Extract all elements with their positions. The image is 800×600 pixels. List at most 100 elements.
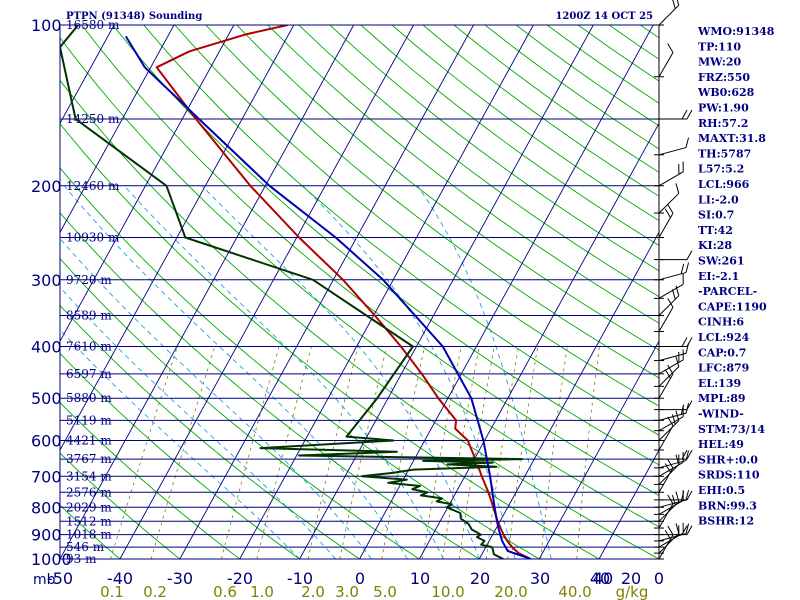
mixing-ratio-tick-label: 40.0: [558, 583, 591, 600]
wind-barb-feather: [686, 250, 693, 260]
wind-barb-feather: [664, 463, 671, 473]
wind-barb-feather: [678, 454, 680, 465]
temperature-tick-label: 20: [470, 569, 490, 588]
wind-barb-feather: [675, 183, 680, 194]
wind-barb-feather: [675, 356, 680, 367]
profile-series: [60, 25, 532, 559]
temperature-tick-label: -50: [47, 569, 73, 588]
wind-barb: [658, 525, 674, 560]
wind-barb-feather: [667, 43, 674, 53]
wind-barb-staff: [658, 499, 684, 515]
isotherm: [538, 340, 659, 559]
wind-barb-feather: [686, 400, 693, 410]
wind-barb-feather: [685, 137, 690, 148]
height-label: 4421 m: [66, 434, 112, 448]
wind-barb-feather: [685, 489, 690, 501]
index-value: MW:20: [698, 56, 741, 69]
height-label: 7610 m: [66, 340, 112, 354]
pressure-tick-label: 900: [31, 526, 62, 545]
dry-adiabat: [60, 257, 420, 559]
index-value: HEL:49: [698, 438, 744, 451]
pressure-tick-label: 1000: [31, 550, 72, 569]
wind-barb-feather: [667, 204, 674, 214]
wind-barb-staff: [658, 171, 684, 187]
wind-barb-feather: [678, 525, 680, 536]
wind-barb-staff: [658, 52, 674, 77]
mixing-ratio-line: [458, 346, 495, 559]
wind-barb: [659, 449, 693, 460]
wind-barb: [659, 109, 693, 120]
isotherm: [60, 25, 295, 452]
wind-barb-feather: [675, 0, 680, 6]
wind-barb-staff: [658, 412, 687, 421]
index-value: MAXT:31.8: [698, 132, 766, 145]
wind-speed-tick-label: 0: [654, 569, 664, 588]
wind-barb: [658, 0, 680, 26]
mixing-ratio-tick-label: 5.0: [373, 583, 397, 600]
wind-barb: [658, 204, 674, 238]
plot-border: [59, 24, 660, 560]
mixing-ratio-line: [256, 346, 312, 559]
height-label: 6597 m: [66, 367, 112, 381]
wind-barb: [658, 364, 674, 399]
isotherm: [60, 25, 115, 125]
wind-barb: [658, 285, 680, 316]
wind-barb-feather: [671, 0, 676, 9]
wind-barb-feather: [681, 337, 688, 347]
wind-barb-feather: [686, 490, 693, 501]
wind-barb-feather: [681, 525, 688, 535]
wind-barb: [658, 356, 680, 387]
dry-adiabat: [577, 25, 659, 82]
wind-barb-feather: [686, 337, 693, 347]
wind-barb-staff: [658, 307, 674, 332]
mixing-ratio-tick-label: 1.0: [250, 583, 274, 600]
temperature-tick-label: -30: [167, 569, 193, 588]
stability-indices: WMO:91348 TP:110 MW:20 FRZ:550 WB0:628 PW:1.9…: [697, 25, 775, 528]
wind-barb-feather: [667, 458, 674, 469]
index-value: SHR+:0.0: [698, 453, 758, 466]
wind-barb: [658, 416, 674, 451]
mixing-ratio-tick-label: 0.2: [143, 583, 167, 600]
height-label: 546 m: [66, 540, 105, 554]
mixing-ratio-line: [110, 346, 178, 559]
wind-barb-feather: [675, 523, 680, 534]
wind-barb-feather: [685, 523, 690, 534]
index-value: PW:1.90: [698, 102, 749, 115]
wind-barb: [658, 349, 684, 375]
height-label: 5880 m: [66, 391, 112, 405]
wind-barb-feather: [686, 109, 693, 120]
index-value: MPL:89: [698, 392, 746, 405]
height-label: 8589 m: [66, 309, 112, 323]
index-value: LCL:966: [698, 178, 750, 191]
height-label: 1512 m: [66, 514, 112, 528]
wind-barb: [658, 183, 680, 214]
moist-adiabat: [302, 185, 516, 559]
pressure-tick-label: 600: [31, 432, 62, 451]
height-label: 2576 m: [66, 485, 112, 499]
height-label: 3767 m: [66, 452, 112, 466]
wind-barb-feather: [686, 525, 693, 535]
index-value: LI:-2.0: [698, 193, 739, 206]
wind-barb-feather: [664, 369, 671, 379]
wind-barb: [659, 525, 693, 536]
wind-speed-tick-label: 40: [593, 569, 613, 588]
wind-barb-staff: [658, 192, 680, 214]
wind-barb-feather: [678, 351, 680, 363]
wind-barb: [659, 250, 693, 261]
index-value: -PARCEL-: [698, 285, 757, 298]
index-value: LFC:879: [698, 362, 749, 375]
mixing-ratio-tick-label: 20.0: [494, 583, 527, 600]
mixing-ratio-unit-label: g/kg: [616, 583, 649, 600]
wind-barb: [658, 491, 680, 522]
mixing-ratio-tick-label: 10.0: [431, 583, 464, 600]
mixing-ratio-tick-label: 0.6: [213, 583, 237, 600]
wind-barb-feather: [682, 273, 684, 285]
wind-barb-staff: [658, 352, 687, 362]
wind-barb-feather: [682, 349, 684, 360]
index-value: LCL:924: [698, 331, 750, 344]
index-value: KI:28: [698, 239, 732, 252]
wind-barb-feather: [685, 262, 690, 273]
